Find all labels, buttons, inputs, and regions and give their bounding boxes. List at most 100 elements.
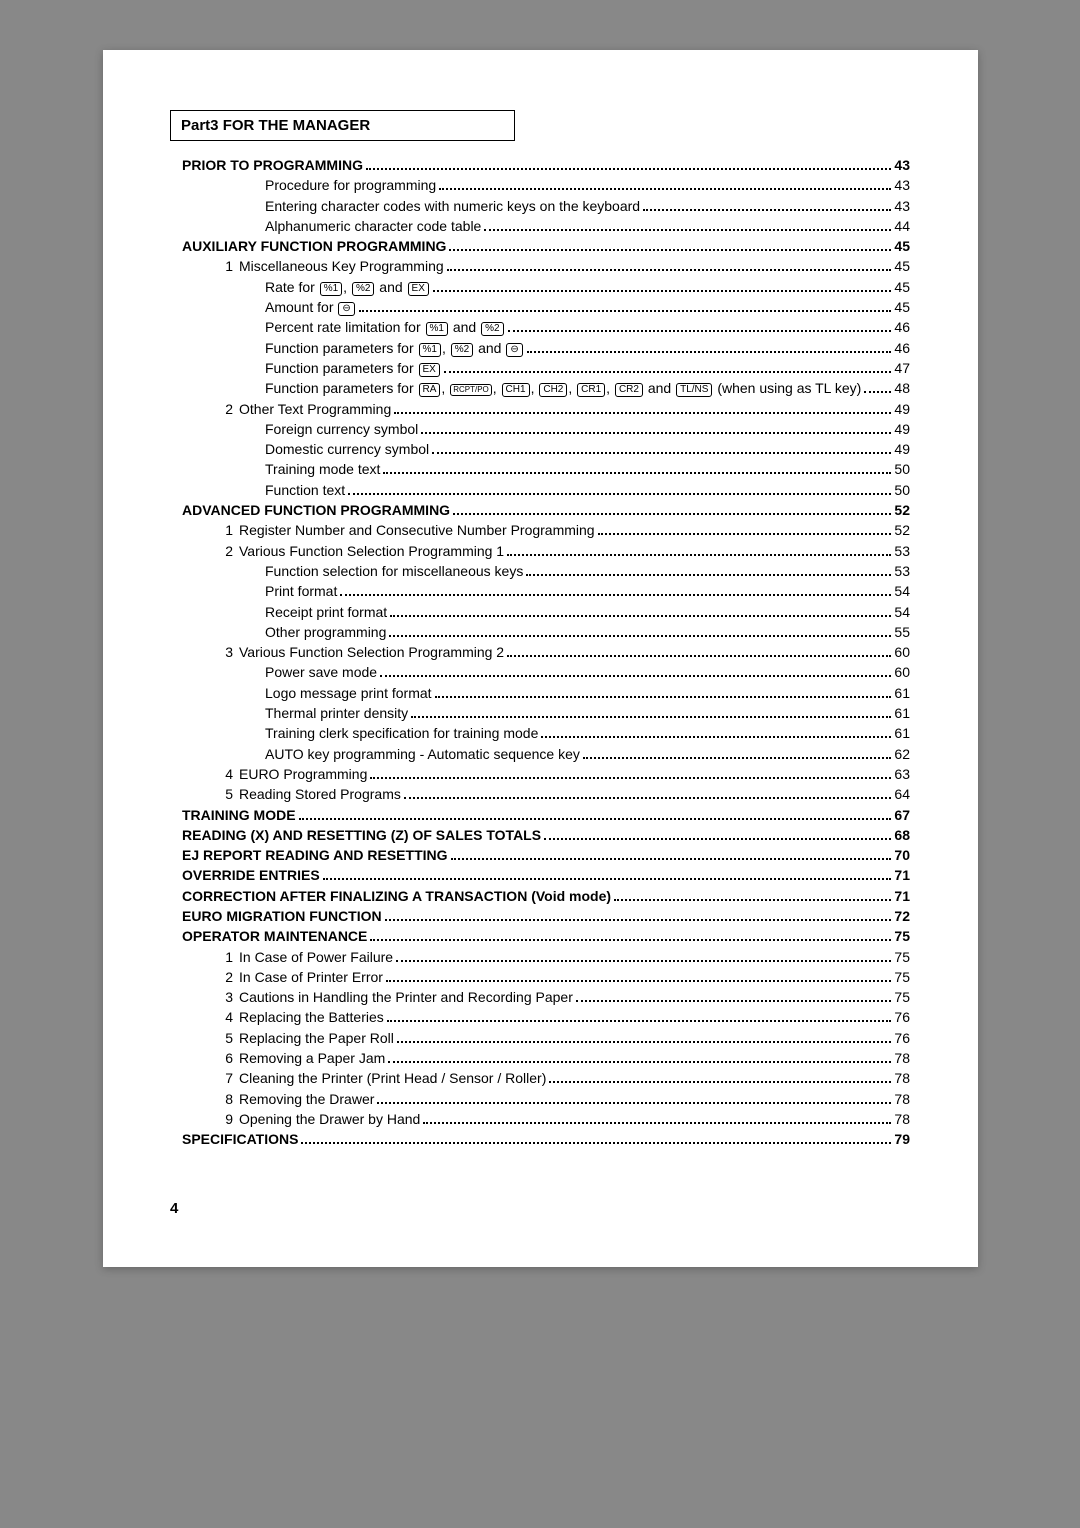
toc-entry-page: 62: [894, 744, 910, 764]
toc-entry-page: 48: [894, 378, 910, 398]
toc-entry: Amount for ⊖45: [170, 297, 910, 317]
toc-entry-page: 75: [894, 947, 910, 967]
toc-entry-page: 78: [894, 1089, 910, 1109]
toc-entry: Entering character codes with numeric ke…: [170, 196, 910, 216]
toc-entry: 2Various Function Selection Programming …: [170, 541, 910, 561]
toc-entry-number: 3: [215, 987, 233, 1007]
toc-entry: Foreign currency symbol49: [170, 419, 910, 439]
part-title: Part3 FOR THE MANAGER: [181, 117, 370, 134]
toc-entry-page: 54: [894, 581, 910, 601]
toc-entry: Alphanumeric character code table44: [170, 216, 910, 236]
toc-entry-page: 54: [894, 602, 910, 622]
toc-entry-page: 43: [894, 155, 910, 175]
toc-leader-dots: [549, 1081, 891, 1083]
toc-leader-dots: [396, 960, 891, 962]
toc-leader-dots: [447, 269, 892, 271]
toc-entry: Function parameters for RA, RCPT/PO, CH1…: [170, 378, 910, 398]
toc-entry-number: 8: [215, 1089, 233, 1109]
toc-entry-label: Foreign currency symbol: [265, 419, 418, 439]
toc-entry-label: Function parameters for RA, RCPT/PO, CH1…: [265, 378, 861, 398]
toc-leader-dots: [383, 472, 891, 474]
toc-entry-label: OPERATOR MAINTENANCE: [182, 926, 367, 946]
toc-leader-dots: [411, 716, 891, 718]
toc-leader-dots: [359, 310, 892, 312]
toc-leader-dots: [541, 736, 891, 738]
toc-leader-dots: [348, 493, 891, 495]
toc-leader-dots: [404, 797, 892, 799]
toc-entry: 9Opening the Drawer by Hand78: [170, 1109, 910, 1129]
toc-entry-number: 5: [215, 784, 233, 804]
toc-entry: 1Register Number and Consecutive Number …: [170, 520, 910, 540]
toc-entry-number: 3: [215, 642, 233, 662]
toc-entry-page: 67: [894, 805, 910, 825]
toc-entry: ADVANCED FUNCTION PROGRAMMING52: [170, 500, 910, 520]
toc-entry-label: Rate for %1, %2 and EX: [265, 277, 430, 297]
toc-entry-page: 78: [894, 1109, 910, 1129]
toc-leader-dots: [576, 1000, 892, 1002]
toc-entry: EURO MIGRATION FUNCTION72: [170, 906, 910, 926]
toc-entry-label: In Case of Power Failure: [239, 947, 393, 967]
toc-entry-page: 45: [894, 277, 910, 297]
toc-entry-page: 61: [894, 723, 910, 743]
toc-leader-dots: [340, 594, 891, 596]
toc-entry-number: 9: [215, 1109, 233, 1129]
toc-leader-dots: [583, 757, 892, 759]
toc-entry: READING (X) AND RESETTING (Z) OF SALES T…: [170, 825, 910, 845]
toc-entry: 8 Removing the Drawer 78: [170, 1089, 910, 1109]
toc-leader-dots: [397, 1041, 892, 1043]
toc-entry: 7Cleaning the Printer (Print Head / Sens…: [170, 1068, 910, 1088]
toc-entry-page: 50: [894, 459, 910, 479]
toc-entry-label: AUXILIARY FUNCTION PROGRAMMING: [182, 236, 446, 256]
toc-leader-dots: [421, 432, 891, 434]
toc-entry-label: Procedure for programming: [265, 175, 436, 195]
toc-entry: 4Replacing the Batteries76: [170, 1007, 910, 1027]
toc-entry-number: 6: [215, 1048, 233, 1068]
toc-leader-dots: [380, 675, 891, 677]
toc-entry-page: 61: [894, 683, 910, 703]
toc-entry-page: 64: [894, 784, 910, 804]
toc-entry-page: 46: [894, 317, 910, 337]
toc-entry-page: 45: [894, 236, 910, 256]
toc-leader-dots: [390, 615, 891, 617]
toc-entry: Function text50: [170, 480, 910, 500]
toc-entry-page: 50: [894, 480, 910, 500]
toc-entry-page: 60: [894, 662, 910, 682]
toc-entry-label: EJ REPORT READING AND RESETTING: [182, 845, 448, 865]
toc-entry-label: Logo message print format: [265, 683, 432, 703]
toc-entry: 5 Reading Stored Programs 64: [170, 784, 910, 804]
toc-entry-label: Training mode text: [265, 459, 380, 479]
toc-leader-dots: [435, 696, 892, 698]
toc-entry-label: Reading Stored Programs: [239, 784, 401, 804]
toc-entry-page: 70: [894, 845, 910, 865]
toc-leader-dots: [544, 838, 891, 840]
toc-leader-dots: [323, 878, 892, 880]
toc-entry-label: PRIOR TO PROGRAMMING: [182, 155, 363, 175]
toc-entry-page: 49: [894, 439, 910, 459]
toc-entry-number: 7: [215, 1068, 233, 1088]
toc-entry-label: Other Text Programming: [239, 399, 391, 419]
toc-leader-dots: [432, 452, 891, 454]
toc-entry-label: SPECIFICATIONS: [182, 1129, 298, 1149]
toc-entry-page: 78: [894, 1048, 910, 1068]
toc-entry: OVERRIDE ENTRIES71: [170, 865, 910, 885]
toc-leader-dots: [301, 1142, 891, 1144]
toc-leader-dots: [643, 209, 891, 211]
toc-entry-page: 61: [894, 703, 910, 723]
page-number: 4: [170, 1200, 910, 1217]
toc-leader-dots: [366, 168, 891, 170]
toc-entry-label: Amount for ⊖: [265, 297, 356, 317]
toc-entry: PRIOR TO PROGRAMMING 43: [170, 155, 910, 175]
toc-entry: 1Miscellaneous Key Programming45: [170, 256, 910, 276]
toc-leader-dots: [526, 574, 891, 576]
toc-entry-page: 63: [894, 764, 910, 784]
toc-entry: Training clerk specification for trainin…: [170, 723, 910, 743]
toc-entry-page: 52: [894, 520, 910, 540]
toc-entry-label: Various Function Selection Programming 2: [239, 642, 504, 662]
toc-entry-page: 72: [894, 906, 910, 926]
toc-leader-dots: [388, 1061, 891, 1063]
toc-entry-label: Register Number and Consecutive Number P…: [239, 520, 595, 540]
toc-entry-label: Removing the Drawer: [239, 1089, 374, 1109]
toc-entry-page: 55: [894, 622, 910, 642]
toc-entry-number: 1: [215, 256, 233, 276]
toc-leader-dots: [387, 1020, 892, 1022]
